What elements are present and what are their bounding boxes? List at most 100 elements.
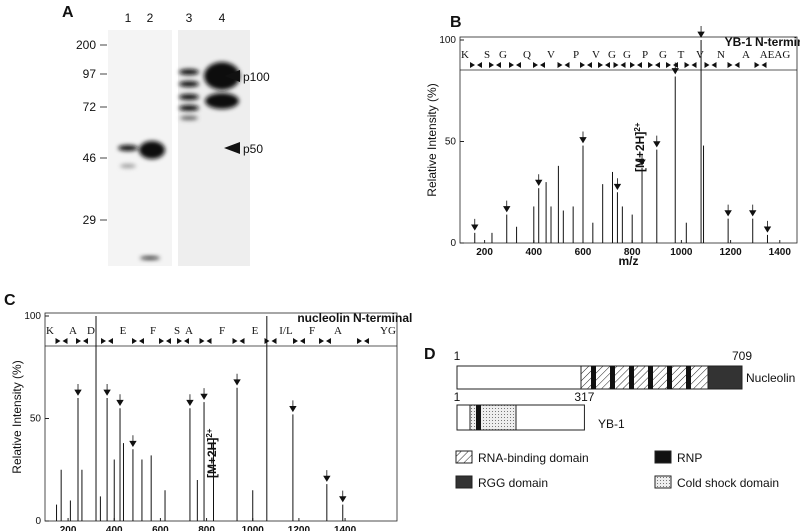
y-tick-label: 0 <box>450 238 456 249</box>
x-tick-label: 400 <box>106 525 123 531</box>
peak-arrow <box>503 200 511 213</box>
peak-arrow <box>233 373 241 386</box>
legend-swatch <box>654 475 672 489</box>
y-tick-label: 50 <box>30 414 42 425</box>
annotation: [M+2H]2+ <box>205 428 219 478</box>
residue-start: 1 <box>454 349 461 363</box>
y-axis-label: Relative Intensity (%) <box>425 83 439 196</box>
rnp <box>591 366 596 389</box>
sequence-residue: N <box>717 49 725 61</box>
peak-arrow <box>289 400 297 413</box>
cleavage-arrow <box>630 62 642 68</box>
sequence-residue: G <box>499 49 507 61</box>
panel-label: D <box>424 346 436 363</box>
annotation-sup: 2+ <box>205 428 214 437</box>
y-tick-label: 100 <box>439 35 456 46</box>
rnp <box>476 405 481 430</box>
annotation-sup: 2+ <box>633 122 642 131</box>
legend-swatch <box>654 450 672 464</box>
arrow <box>224 70 240 82</box>
panel-label: A <box>62 4 74 21</box>
marker-label: 97 <box>83 67 97 81</box>
residue-end: 317 <box>574 390 594 404</box>
rnp <box>648 366 653 389</box>
x-tick-label: 1200 <box>288 525 311 531</box>
cleavage-arrow <box>159 338 171 344</box>
sequence-residue: D <box>87 325 95 337</box>
cleavage-arrow <box>177 338 189 344</box>
peak-arrow <box>579 131 587 144</box>
cleavage-arrow <box>684 62 697 68</box>
arrow <box>224 142 240 154</box>
legend-label: Cold shock domain <box>677 476 779 490</box>
spectrum-title: nucleolin <box>297 311 350 325</box>
peak-arrow <box>116 394 124 407</box>
cleavage-arrow <box>704 62 717 68</box>
residue-end: 709 <box>732 349 752 363</box>
cleavage-arrow <box>319 338 331 344</box>
lane-label: 4 <box>219 11 226 25</box>
rnp <box>667 366 672 389</box>
sequence-residue: A <box>334 325 342 337</box>
legend-swatch <box>455 450 473 464</box>
y-tick-label: 100 <box>24 311 41 322</box>
sequence-residue: G <box>659 49 667 61</box>
protein-name: YB-1 <box>598 417 625 431</box>
x-tick-label: 600 <box>575 247 592 258</box>
sequence-residue: F <box>150 325 156 337</box>
lane-label: 2 <box>147 11 154 25</box>
annotation-text: [M+2H] <box>633 132 647 172</box>
cleavage-arrow <box>509 62 521 68</box>
sequence-residue: V <box>547 49 555 61</box>
peak-arrow <box>535 174 543 186</box>
y-axis-label: Relative Intensity (%) <box>10 360 24 473</box>
lane-label: 3 <box>186 11 193 25</box>
sequence-residue: K <box>46 325 54 337</box>
sequence-residue: V <box>696 49 704 61</box>
annotation-text: [M+2H] <box>205 438 219 478</box>
x-tick-label: 200 <box>60 525 77 531</box>
peak-arrow <box>724 204 732 217</box>
cleavage-arrow <box>489 62 501 68</box>
peak-arrow <box>339 490 347 503</box>
cleavage-arrow <box>580 62 592 68</box>
marker-label: 72 <box>83 100 97 114</box>
peak-arrow <box>613 178 622 191</box>
peak-arrow <box>323 470 331 482</box>
legend-swatch <box>455 475 473 489</box>
sequence-residue: S <box>484 49 490 61</box>
cleavage-arrow <box>76 338 88 344</box>
plot-frame <box>44 312 398 522</box>
x-tick-label: 200 <box>476 247 493 258</box>
cleavage-arrow <box>101 338 113 344</box>
cleavage-arrow <box>754 62 767 68</box>
cleavage-arrow <box>55 338 68 344</box>
cleavage-arrow <box>648 62 660 68</box>
x-tick-label: 800 <box>198 525 215 531</box>
x-tick-label: 400 <box>525 247 542 258</box>
band-label: p100 <box>243 70 270 84</box>
sequence-residue: E <box>252 325 259 337</box>
peak-arrow <box>129 435 137 448</box>
cleavage-arrow <box>132 338 144 344</box>
legend-label: RNA-binding domain <box>478 451 589 465</box>
sequence-residue: K <box>461 49 469 61</box>
y-tick-label: 50 <box>445 137 457 148</box>
cleavage-arrow <box>727 62 740 68</box>
peak-arrow <box>763 220 772 233</box>
plot-frame <box>459 36 798 244</box>
cleavage-arrow <box>598 62 610 68</box>
x-tick-label: 1400 <box>769 247 792 258</box>
peak-arrow <box>697 26 705 38</box>
sequence-residue: AEAG <box>760 49 791 61</box>
spectrum-title: YB-1 <box>725 35 753 49</box>
cleavage-arrow <box>557 62 570 68</box>
rnp <box>686 366 691 389</box>
peak-arrow <box>638 153 646 166</box>
y-tick-label: 0 <box>35 516 41 527</box>
sequence-residue: A <box>742 49 750 61</box>
band-label: p50 <box>243 142 263 156</box>
rnp <box>610 366 615 389</box>
cleavage-arrow <box>264 338 277 344</box>
